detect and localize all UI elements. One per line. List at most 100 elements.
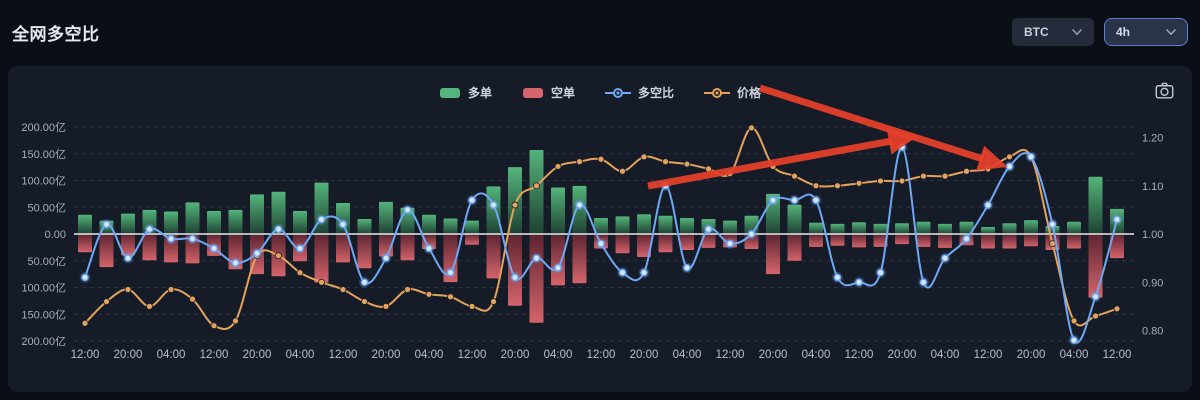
short-bar[interactable] [357, 234, 372, 269]
short-bar[interactable] [680, 234, 694, 251]
price-point[interactable] [941, 172, 949, 180]
long-bar[interactable] [981, 227, 995, 234]
price-point[interactable] [447, 293, 454, 301]
price-point[interactable] [1113, 305, 1121, 313]
legend-item-1[interactable]: 多单 [439, 84, 492, 101]
short-bar[interactable] [142, 234, 157, 261]
short-bar[interactable] [852, 234, 866, 248]
ratio-point[interactable] [81, 273, 89, 282]
ratio-point[interactable] [253, 249, 261, 258]
price-point[interactable] [210, 322, 218, 330]
long-bar[interactable] [250, 194, 264, 234]
price-point[interactable] [619, 167, 626, 175]
ratio-point[interactable] [704, 225, 713, 233]
symbol-select[interactable]: BTC [1012, 18, 1094, 46]
long-bar[interactable] [336, 202, 350, 234]
price-point[interactable] [640, 153, 648, 161]
long-bar[interactable] [1002, 223, 1017, 234]
long-bar[interactable] [1024, 220, 1038, 234]
ratio-point[interactable] [640, 268, 648, 277]
ratio-point[interactable] [360, 278, 369, 287]
ratio-point[interactable] [1027, 153, 1035, 161]
price-point[interactable] [1006, 153, 1013, 161]
price-point[interactable] [232, 317, 239, 325]
price-point[interactable] [877, 177, 884, 185]
interval-select[interactable]: 4h [1104, 18, 1188, 46]
short-bar[interactable] [766, 234, 780, 275]
ratio-point[interactable] [747, 230, 756, 238]
short-bar[interactable] [809, 234, 823, 247]
short-bar[interactable] [873, 234, 888, 247]
long-bar[interactable] [809, 222, 823, 234]
legend-item-4[interactable]: 价格 [704, 84, 761, 101]
price-point[interactable] [146, 302, 153, 310]
ratio-point[interactable] [575, 201, 584, 209]
long-bar[interactable] [465, 220, 479, 234]
short-bar[interactable] [465, 234, 479, 245]
short-bar[interactable] [185, 234, 200, 264]
price-point[interactable] [189, 295, 196, 303]
price-point[interactable] [404, 286, 411, 293]
ratio-point[interactable] [102, 220, 111, 229]
ratio-point[interactable] [145, 225, 154, 233]
ratio-point[interactable] [683, 263, 691, 272]
short-bar[interactable] [486, 234, 501, 279]
short-bar[interactable] [981, 234, 995, 249]
ratio-point[interactable] [790, 196, 799, 205]
long-bar[interactable] [959, 221, 974, 234]
long-bar[interactable] [185, 202, 200, 234]
price-point[interactable] [275, 252, 282, 260]
long-bar[interactable] [1088, 176, 1103, 234]
price-point[interactable] [576, 158, 583, 166]
price-point[interactable] [791, 172, 798, 180]
price-point[interactable] [898, 177, 906, 185]
short-bar[interactable] [228, 234, 243, 270]
price-point[interactable] [533, 182, 540, 190]
long-bar[interactable] [658, 215, 673, 234]
ratio-point[interactable] [984, 201, 992, 209]
short-bar[interactable] [78, 234, 92, 253]
short-bar[interactable] [529, 234, 544, 323]
long-bar[interactable] [164, 211, 178, 234]
long-bar[interactable] [422, 214, 436, 234]
long-bar[interactable] [121, 213, 135, 234]
ratio-point[interactable] [446, 268, 455, 277]
price-point[interactable] [468, 302, 476, 310]
price-point[interactable] [963, 167, 970, 175]
short-bar[interactable] [1002, 234, 1017, 249]
short-bar[interactable] [99, 234, 114, 268]
ratio-point[interactable] [511, 273, 519, 282]
ratio-point[interactable] [618, 268, 627, 277]
short-bar[interactable] [916, 234, 931, 247]
price-point[interactable] [361, 298, 368, 305]
ratio-point[interactable] [317, 215, 326, 224]
ratio-point[interactable] [188, 235, 197, 243]
long-bar[interactable] [379, 201, 393, 234]
long-bar[interactable] [852, 222, 866, 234]
long-bar[interactable] [357, 219, 372, 234]
price-point[interactable] [1070, 317, 1078, 325]
ratio-point[interactable] [597, 239, 605, 248]
price-point[interactable] [834, 182, 841, 190]
ratio-point[interactable] [532, 254, 541, 262]
ratio-point[interactable] [425, 244, 433, 253]
ratio-point[interactable] [403, 206, 412, 214]
long-bar[interactable] [916, 221, 931, 234]
long-bar[interactable] [443, 218, 458, 234]
price-point[interactable] [81, 319, 89, 327]
price-point[interactable] [490, 298, 497, 305]
short-bar[interactable] [701, 234, 716, 248]
ratio-point[interactable] [833, 273, 842, 282]
ratio-point[interactable] [1113, 215, 1121, 224]
short-bar[interactable] [422, 234, 436, 249]
ratio-point[interactable] [468, 196, 476, 205]
price-point[interactable] [597, 155, 605, 163]
short-bar[interactable] [443, 234, 458, 283]
ratio-point[interactable] [382, 254, 390, 262]
ratio-point[interactable] [941, 254, 949, 262]
short-bar[interactable] [400, 234, 415, 261]
ratio-point[interactable] [769, 196, 777, 205]
short-bar[interactable] [637, 234, 651, 258]
price-point[interactable] [425, 290, 433, 298]
price-point[interactable] [920, 172, 927, 180]
